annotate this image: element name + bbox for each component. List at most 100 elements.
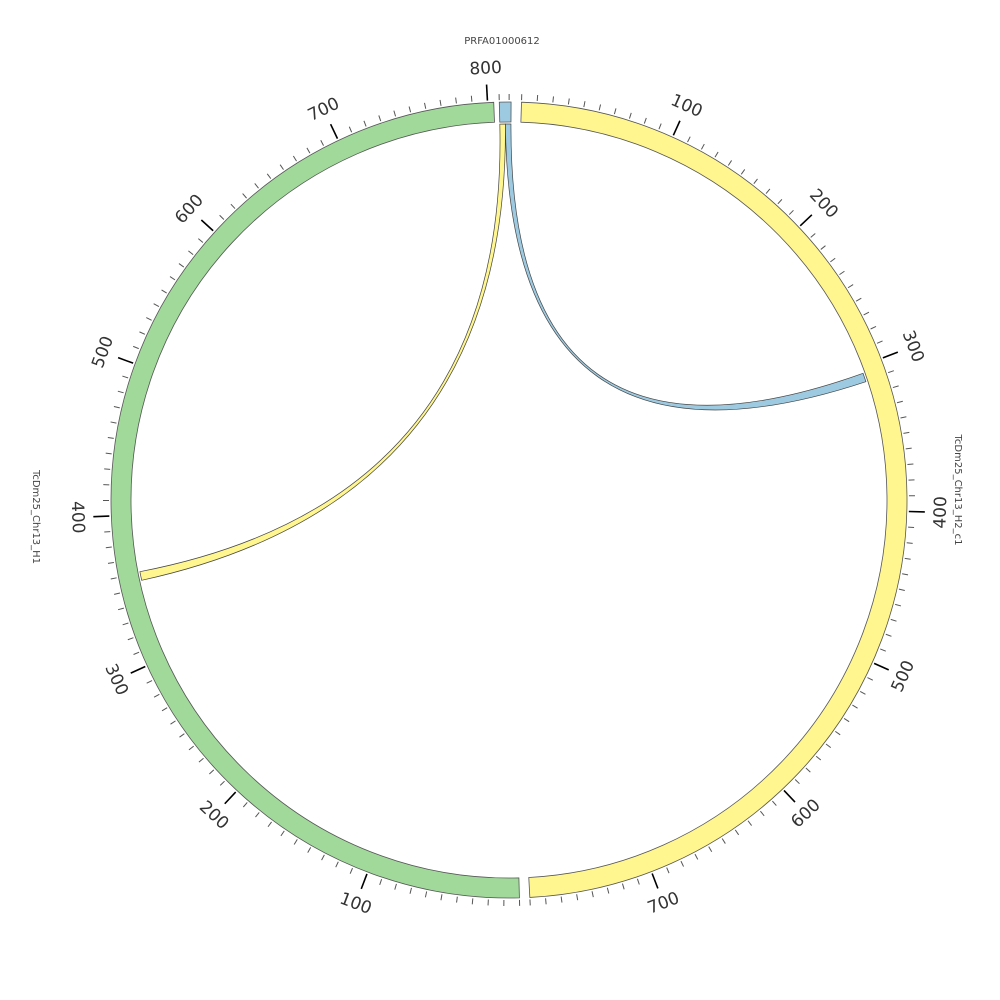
minor-tick	[747, 820, 752, 826]
minor-tick	[606, 887, 610, 894]
minor-tick	[122, 375, 129, 379]
minor-tick	[880, 648, 886, 652]
minor-tick	[424, 102, 427, 109]
minor-tick	[107, 561, 114, 564]
minor-tick	[267, 821, 272, 828]
minor-tick	[113, 406, 120, 409]
minor-tick	[687, 136, 691, 143]
minor-tick	[900, 416, 907, 419]
minor-tick	[815, 755, 822, 761]
minor-tick	[870, 325, 877, 330]
minor-tick	[470, 95, 473, 102]
tick-label-TcDm25_Chr13_H1-400: 400	[67, 501, 88, 534]
minor-tick	[153, 693, 160, 698]
minor-tick	[127, 637, 134, 641]
minor-tick	[843, 717, 850, 723]
minor-tick	[440, 894, 443, 901]
minor-tick	[895, 603, 902, 607]
minor-tick	[198, 757, 204, 763]
minor-tick	[835, 730, 841, 736]
minor-tick	[117, 607, 125, 611]
minor-tick	[892, 385, 899, 389]
minor-tick	[888, 370, 895, 374]
major-tick	[130, 665, 146, 674]
minor-tick	[753, 178, 758, 184]
minor-tick	[321, 854, 325, 861]
minor-tick	[348, 126, 353, 133]
tick-label-TcDm25_Chr13_H2_c1-400: 400	[930, 496, 951, 529]
minor-tick	[293, 839, 298, 845]
minor-tick	[363, 120, 367, 127]
minor-tick	[839, 270, 845, 276]
major-tick	[672, 120, 681, 136]
minor-tick	[209, 769, 215, 775]
minor-tick	[859, 691, 866, 695]
minor-tick	[576, 894, 579, 901]
minor-tick	[456, 896, 458, 903]
minor-tick	[902, 573, 909, 576]
minor-tick	[179, 733, 185, 738]
minor-tick	[170, 720, 176, 725]
tick-label-TcDm25_Chr13_H1-600: 600	[171, 190, 208, 227]
segment-TcDm25_Chr13_H2_c1	[520, 101, 908, 898]
minor-tick	[107, 437, 114, 439]
minor-tick	[721, 838, 726, 844]
minor-tick	[855, 297, 862, 302]
minor-tick	[242, 193, 247, 199]
minor-tick	[198, 238, 204, 243]
minor-tick	[847, 284, 854, 289]
minor-tick	[219, 214, 225, 220]
minor-tick	[714, 151, 719, 158]
link-1	[139, 123, 506, 581]
minor-tick	[146, 680, 153, 684]
minor-tick	[379, 879, 383, 886]
tick-label-TcDm25_Chr13_H1-500: 500	[88, 334, 118, 371]
tick-label-TcDm25_Chr13_H2_c1-500: 500	[888, 658, 920, 696]
minor-tick	[583, 101, 586, 108]
minor-tick	[885, 633, 892, 637]
minor-tick	[863, 311, 870, 316]
minor-tick	[139, 331, 146, 335]
minor-tick	[666, 867, 670, 874]
major-tick	[200, 219, 214, 232]
labels-layer: PRFA01000612100200300400500600700TcDm25_…	[30, 36, 963, 919]
minor-tick	[114, 592, 121, 595]
minor-tick	[805, 767, 811, 773]
minor-tick	[700, 143, 705, 150]
minor-tick	[825, 743, 832, 749]
minor-tick	[545, 898, 547, 905]
minor-tick	[188, 250, 194, 255]
minor-tick	[307, 847, 312, 853]
minor-tick	[876, 340, 883, 344]
minor-tick	[188, 745, 195, 751]
minor-tick	[320, 140, 324, 146]
minor-tick	[110, 577, 117, 580]
major-tick	[873, 662, 890, 671]
links-layer	[139, 123, 867, 581]
minor-tick	[636, 878, 640, 885]
minor-tick	[906, 542, 913, 544]
segment-label-TcDm25_Chr13_H1: TcDm25_Chr13_H1	[30, 469, 41, 564]
minor-tick	[820, 245, 826, 250]
minor-tick	[110, 421, 117, 424]
minor-tick	[146, 317, 152, 321]
minor-tick	[903, 431, 910, 434]
major-tick	[93, 515, 110, 518]
major-tick	[117, 356, 134, 364]
minor-tick	[680, 860, 684, 867]
minor-tick	[394, 883, 397, 890]
segment-PRFA01000612	[498, 101, 512, 123]
tick-label-TcDm25_Chr13_H2_c1-700: 700	[645, 888, 682, 918]
minor-tick	[788, 209, 794, 215]
minor-tick	[777, 199, 783, 205]
minor-tick	[378, 115, 382, 122]
minor-tick	[740, 169, 746, 175]
minor-tick	[254, 183, 259, 189]
minor-tick	[765, 188, 771, 194]
minor-tick	[643, 117, 647, 124]
minor-tick	[279, 164, 284, 170]
minor-tick	[133, 651, 140, 655]
major-tick	[485, 84, 489, 101]
minor-tick	[896, 400, 903, 404]
minor-tick	[890, 618, 897, 622]
